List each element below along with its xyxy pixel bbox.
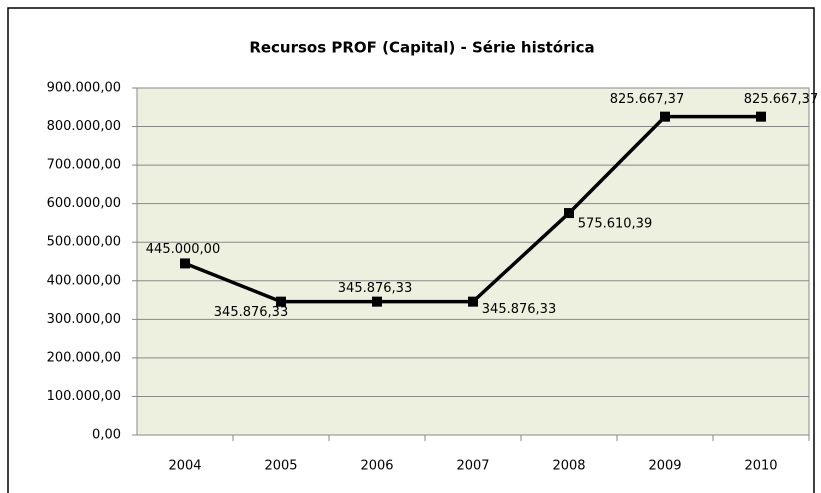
data-label: 575.610,39 — [578, 217, 652, 232]
data-label: 825.667,37 — [744, 92, 818, 107]
y-tick-label: 700.000,00 — [47, 158, 121, 173]
marker — [276, 296, 286, 307]
marker — [564, 208, 574, 219]
chart-title: Recursos PROF (Capital) - Série históric… — [249, 39, 594, 57]
data-label: 345.876,33 — [482, 302, 556, 317]
marker — [660, 111, 670, 122]
x-tick-label: 2005 — [264, 459, 297, 474]
y-tick-label: 400.000,00 — [47, 273, 121, 288]
y-tick-label: 900.000,00 — [47, 81, 121, 96]
y-tick-label: 100.000,00 — [47, 389, 121, 404]
x-tick-label: 2010 — [744, 459, 777, 474]
marker — [180, 258, 190, 269]
data-label: 445.000,00 — [146, 242, 220, 257]
plot-area — [136, 87, 810, 436]
x-tick-label: 2009 — [648, 459, 681, 474]
y-tick-label: 600.000,00 — [47, 196, 121, 211]
x-tick-label: 2008 — [552, 459, 585, 474]
y-tick-label: 500.000,00 — [47, 235, 121, 250]
x-tick-label: 2007 — [456, 459, 489, 474]
data-label: 345.876,33 — [338, 281, 412, 296]
marker — [372, 296, 382, 307]
x-tick-label: 2006 — [360, 459, 393, 474]
marker — [756, 111, 766, 122]
data-label: 345.876,33 — [214, 305, 288, 320]
y-tick-label: 0,00 — [92, 428, 121, 443]
data-label: 825.667,37 — [610, 92, 684, 107]
y-tick-label: 800.000,00 — [47, 119, 121, 134]
y-tick-label: 200.000,00 — [47, 350, 121, 365]
x-tick-label: 2004 — [168, 459, 201, 474]
marker — [468, 296, 478, 307]
y-tick-label: 300.000,00 — [47, 312, 121, 327]
